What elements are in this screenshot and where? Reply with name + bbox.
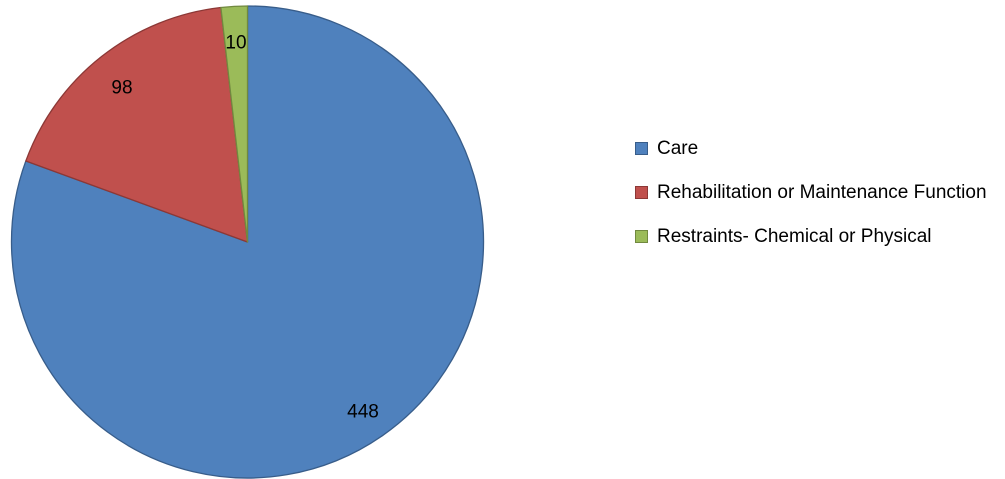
legend-label-rehabilitation: Rehabilitation or Maintenance Function (657, 182, 987, 203)
legend-label-restraints: Restraints- Chemical or Physical (657, 226, 932, 247)
data-label-rehabilitation: 98 (111, 78, 132, 99)
legend-swatch-care (635, 142, 648, 155)
data-label-restraints: 10 (225, 33, 246, 54)
legend-swatch-restraints (635, 230, 648, 243)
pie-data-labels: 448 98 10 (111, 33, 378, 423)
pie-slices (10, 5, 485, 479)
pie-slice-restraints (220, 5, 249, 243)
chart-legend: Care Rehabilitation or Maintenance Funct… (635, 136, 1005, 250)
legend-item-restraints: Restraints- Chemical or Physical (635, 224, 1005, 250)
legend-item-rehabilitation: Rehabilitation or Maintenance Function (635, 180, 1005, 206)
pie-slice-rehabilitation (25, 6, 249, 243)
legend-item-care: Care (635, 136, 1005, 162)
legend-swatch-rehabilitation (635, 186, 648, 199)
legend-label-care: Care (657, 138, 699, 159)
data-label-care: 448 (347, 402, 379, 423)
